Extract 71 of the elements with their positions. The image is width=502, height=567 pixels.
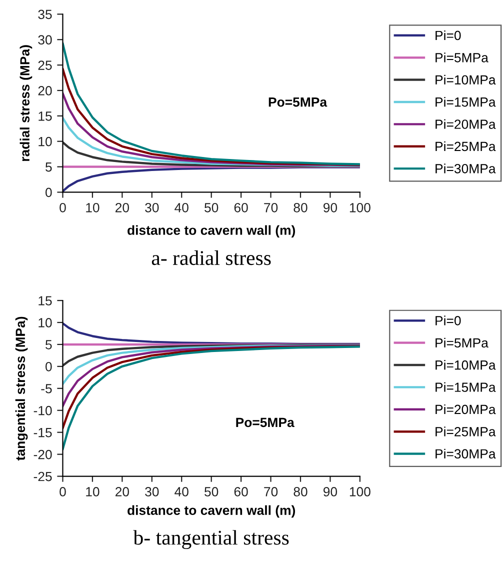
x-tick-label: 60 xyxy=(234,487,248,496)
y-tick-label: 15 xyxy=(38,296,52,306)
line-series xyxy=(62,344,360,408)
x-tick-label: 40 xyxy=(174,487,188,496)
x-tick-label: 100 xyxy=(350,202,370,212)
line-series xyxy=(62,346,360,450)
annotation: Po=5MPa xyxy=(268,98,328,107)
x-tick-label: 20 xyxy=(116,487,130,496)
line-series xyxy=(62,322,360,346)
legend-label: Pi=25MPa xyxy=(436,426,496,436)
y-tick-label: 5 xyxy=(46,162,52,172)
x-axis-title: distance to cavern wall (m) xyxy=(128,505,296,518)
line-series xyxy=(62,116,360,167)
y-tick-label: 10 xyxy=(38,318,52,328)
y-tick-label: 15 xyxy=(38,112,52,121)
legend-label: Pi=15MPa xyxy=(436,382,496,392)
y-tick-label: 30 xyxy=(38,35,52,45)
legend-label: Pi=5MPa xyxy=(436,338,488,348)
legend-label: Pi=0 xyxy=(436,316,461,326)
x-tick-label: 10 xyxy=(86,202,100,212)
line-series xyxy=(62,141,360,168)
y-tick-label: 0 xyxy=(46,362,52,372)
x-tick-label: 80 xyxy=(294,202,308,212)
y-tick-label: 25 xyxy=(38,60,52,70)
y-tick-label: 35 xyxy=(38,10,52,20)
legend-label: Pi=10MPa xyxy=(436,74,496,85)
x-tick-label: 0 xyxy=(60,202,66,212)
legend-label: Pi=0 xyxy=(436,30,461,40)
legend-label: Pi=15MPa xyxy=(436,97,496,107)
x-tick-label: 10 xyxy=(86,487,100,496)
y-tick-label: -5 xyxy=(41,384,52,394)
legend-label: Pi=25MPa xyxy=(436,141,496,152)
x-tick-label: 80 xyxy=(294,487,308,496)
x-tick-label: 20 xyxy=(116,202,130,212)
line-series xyxy=(62,345,360,430)
x-tick-label: 0 xyxy=(60,487,66,496)
text: a- radial stress xyxy=(152,250,271,266)
x-tick-label: 90 xyxy=(323,202,338,212)
x-axis-title: distance to cavern wall (m) xyxy=(128,225,296,238)
y-axis-title: radial stress (MPa) xyxy=(20,45,32,161)
legend-label: Pi=5MPa xyxy=(436,52,488,62)
legend-label: Pi=30MPa xyxy=(436,448,496,459)
x-tick-label: 50 xyxy=(204,487,218,496)
y-tick-label: 20 xyxy=(38,86,52,96)
line-series xyxy=(62,92,360,166)
y-tick-label: -20 xyxy=(34,450,52,460)
y-tick-label: -15 xyxy=(34,428,52,438)
x-tick-label: 100 xyxy=(350,487,370,496)
x-tick-label: 60 xyxy=(234,202,248,212)
x-tick-label: 30 xyxy=(145,202,159,212)
y-tick-label: -10 xyxy=(34,406,52,416)
x-tick-label: 70 xyxy=(264,487,278,496)
x-tick-label: 50 xyxy=(204,202,218,212)
legend-label: Pi=30MPa xyxy=(436,164,496,174)
x-tick-label: 40 xyxy=(174,202,188,212)
x-tick-label: 30 xyxy=(145,487,159,496)
x-tick-label: 70 xyxy=(264,202,278,212)
y-tick-label: 10 xyxy=(38,136,52,146)
text: b- tangential stress xyxy=(133,530,289,550)
legend-label: Pi=10MPa xyxy=(436,360,496,370)
line-series xyxy=(62,68,360,166)
y-axis-title: tangential stress (MPa) xyxy=(15,316,28,460)
line-series xyxy=(62,344,360,386)
y-tick-label: 0 xyxy=(46,188,52,198)
legend-label: Pi=20MPa xyxy=(436,404,496,414)
line-series xyxy=(62,42,360,166)
y-tick-label: 5 xyxy=(46,340,52,350)
annotation: Po=5MPa xyxy=(236,418,294,428)
legend-label: Pi=20MPa xyxy=(436,119,496,129)
y-tick-label: -25 xyxy=(34,472,52,482)
x-tick-label: 90 xyxy=(323,487,338,496)
